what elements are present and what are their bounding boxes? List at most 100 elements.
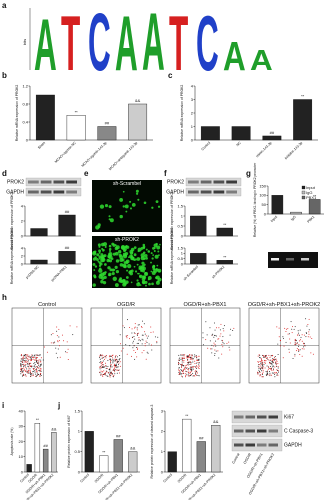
- y-tick-label: 10: [19, 454, 24, 459]
- cell: [124, 204, 129, 209]
- event: [277, 343, 279, 345]
- event: [178, 370, 180, 372]
- event: [187, 359, 189, 361]
- cell: [99, 204, 105, 209]
- event: [116, 361, 118, 363]
- event: [182, 358, 184, 360]
- event: [99, 355, 101, 357]
- event: [59, 356, 61, 358]
- panel-label: c: [168, 71, 173, 80]
- event: [35, 357, 37, 359]
- event: [102, 364, 104, 366]
- y-axis-label: Relative mRNA expression of PROK2: [170, 228, 174, 285]
- event: [113, 370, 115, 372]
- event: [119, 365, 121, 367]
- event: [263, 364, 265, 366]
- cell: [108, 253, 111, 256]
- blot-band: [188, 180, 199, 184]
- event: [144, 333, 146, 335]
- event: [108, 369, 110, 371]
- event: [112, 362, 114, 364]
- event: [76, 326, 78, 328]
- cell: [156, 280, 160, 283]
- significance: **: [75, 109, 79, 114]
- event: [144, 331, 146, 333]
- event: [185, 364, 187, 366]
- cell: [157, 250, 160, 253]
- event: [307, 336, 309, 338]
- event: [58, 345, 60, 347]
- bar: [26, 464, 32, 473]
- event: [262, 370, 264, 372]
- event: [260, 357, 262, 359]
- event: [275, 358, 277, 360]
- event: [110, 362, 112, 364]
- event: [217, 338, 219, 340]
- event: [262, 376, 264, 378]
- event: [306, 325, 308, 327]
- event: [137, 333, 139, 335]
- event: [194, 360, 196, 362]
- event: [151, 349, 153, 351]
- event: [23, 368, 25, 370]
- cell: [142, 266, 146, 271]
- y-tick-label: 1.2: [22, 83, 28, 88]
- event: [131, 328, 133, 330]
- event: [112, 361, 114, 363]
- event: [23, 373, 25, 375]
- event: [152, 331, 154, 333]
- x-tick-label: OGD/R: [177, 472, 188, 483]
- event: [109, 359, 111, 361]
- event: [296, 348, 298, 350]
- event: [187, 375, 189, 377]
- significance: **: [223, 254, 227, 259]
- event: [105, 372, 107, 374]
- event: [136, 327, 138, 329]
- event: [189, 369, 191, 371]
- bar: [128, 451, 138, 473]
- event: [277, 354, 279, 356]
- cell: [98, 225, 101, 229]
- event: [308, 329, 310, 331]
- y-tick-label: 2: [161, 429, 164, 434]
- event: [298, 349, 300, 351]
- event: [55, 347, 57, 349]
- y-tick-label: 0: [21, 469, 24, 474]
- event: [116, 358, 118, 360]
- event: [118, 369, 120, 371]
- event: [285, 328, 287, 330]
- event: [260, 361, 262, 363]
- event: [33, 369, 35, 371]
- blot-column-label: OGD/R: [243, 452, 253, 465]
- event: [181, 355, 183, 357]
- event: [218, 327, 220, 329]
- event: [22, 371, 24, 373]
- event: [22, 370, 24, 372]
- event: [222, 346, 224, 348]
- event: [29, 372, 31, 374]
- cell: [123, 279, 126, 282]
- event: [31, 354, 33, 356]
- event: [259, 355, 261, 357]
- y-tick-label: 3: [191, 97, 194, 102]
- event: [294, 344, 296, 346]
- event: [188, 357, 190, 359]
- cell: [102, 280, 107, 285]
- event: [133, 345, 135, 347]
- event: [178, 354, 180, 356]
- bar: [190, 253, 207, 265]
- event: [117, 369, 119, 371]
- event: [117, 364, 119, 366]
- event: [214, 354, 216, 356]
- event: [187, 369, 189, 371]
- significance: ##: [105, 121, 110, 126]
- event: [34, 366, 36, 368]
- event: [215, 327, 217, 329]
- event: [308, 333, 310, 335]
- cell: [136, 263, 139, 266]
- y-tick-label: 100: [259, 193, 266, 198]
- event: [113, 374, 115, 376]
- event: [105, 367, 107, 369]
- event: [30, 374, 32, 376]
- event: [271, 363, 273, 365]
